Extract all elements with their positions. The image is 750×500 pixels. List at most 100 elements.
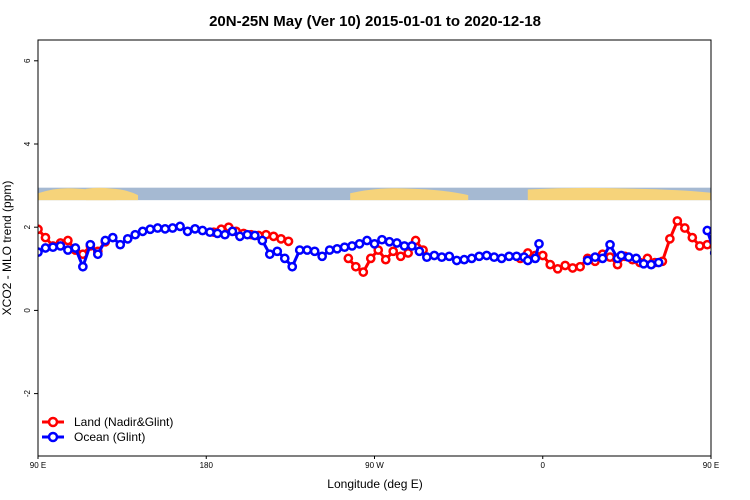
series-ocean-point [294,245,305,255]
series-ocean-point [227,226,238,237]
series-ocean-point [40,243,51,253]
series-ocean-point [63,245,73,255]
x-tick-label: 90 E [703,461,719,470]
series-ocean-point [451,255,462,266]
series-ocean-point [444,251,455,262]
y-tick-label: 6 [23,58,32,63]
series-land-point [403,248,413,258]
series-ocean-point [481,250,492,261]
series-ocean-point [197,225,208,236]
series-land-point [665,233,675,244]
series-ocean-point [362,235,372,246]
x-tick-label: 90 W [365,461,384,470]
series-ocean-point [107,232,118,243]
series-ocean-point [436,252,447,263]
series-ocean-point [115,239,126,250]
series-ocean-point [407,241,417,251]
series-ocean-point [384,236,395,247]
series-ocean-point [78,261,88,272]
series-ocean-point [160,224,170,234]
x-tick-label: 180 [200,461,214,470]
series-land-point [283,236,294,247]
series-ocean-point [530,253,541,264]
series-ocean-point [55,241,66,251]
series-ocean-point [496,253,507,264]
x-tick-label: 90 E [30,461,46,470]
series-ocean-point [414,246,425,257]
series-ocean-point [257,235,268,246]
series-ocean-point [130,229,141,240]
series-ocean-point [250,230,260,241]
series-ocean-point [317,251,328,262]
series-land-point [560,260,571,271]
series-ocean-point [48,242,58,253]
series-ocean-point [145,224,156,235]
series-ocean-point [339,242,350,253]
series-ocean-point [137,226,148,237]
series-ocean-point [332,243,342,254]
series-land-point [365,253,376,264]
series-layer [38,216,750,277]
series-ocean-point [309,246,320,257]
series-land-point [268,231,279,242]
plot-frame [37,39,712,457]
map-land-shape [527,187,711,201]
series-land-point [567,263,578,273]
series-ocean-line [745,227,750,267]
series-ocean-point [235,231,245,242]
series-ocean-point [631,253,642,264]
series-land-point [388,246,399,257]
y-axis-label: XCO2 - MLO trend (ppm) [0,181,14,316]
series-ocean-point [429,250,440,261]
series-ocean-point [264,249,275,260]
legend-land-label: Land (Nadir&Glint) [74,415,173,429]
series-ocean-point [623,252,634,263]
series-land-point [350,261,361,272]
series-land-point [380,254,391,265]
series-ocean-point [324,245,335,255]
series-ocean-point [354,238,365,249]
series-ocean-point [399,241,410,251]
series-land-line [722,247,744,253]
series-ocean-point [616,250,627,261]
series-land-point [741,248,748,255]
series-ocean-point [466,253,477,264]
legend-land-marker [47,416,59,428]
x-tick-label: 0 [541,461,546,470]
series-ocean-point [92,249,103,260]
series-ocean-point [638,258,649,269]
y-tick-label: 2 [23,224,32,229]
series-land-point [694,241,705,251]
series-ocean-point [70,243,81,253]
series-ocean-point [100,235,111,246]
series-ocean-point [719,244,726,251]
series-ocean-point [377,234,387,245]
series-ocean-point [220,229,230,240]
series-ocean-point [392,238,402,248]
x-axis-label: Longitude (deg E) [327,477,422,491]
series-ocean-point [85,239,96,250]
series-land-point [343,253,354,264]
series-ocean-point [605,239,615,250]
series-land-point [358,267,369,277]
series-ocean-point [212,228,223,239]
series-land-point [672,216,683,226]
series-ocean-point [175,221,185,232]
series-ocean-point [369,238,380,249]
series-land-point [545,259,556,270]
series-land-point [709,237,711,244]
series-ocean-point [474,251,485,262]
series-ocean [38,221,750,272]
series-ocean-point [597,253,608,264]
series-ocean-point [590,252,600,263]
series-ocean-point [190,224,200,234]
series-land-point [679,223,690,233]
series-ocean-point [122,233,133,244]
series-ocean-point [489,252,499,263]
y-tick-label: -2 [23,389,32,397]
series-land-point [734,245,741,252]
chart-title: 20N-25N May (Ver 10) 2015-01-01 to 2020-… [209,13,541,30]
y-tick-label: 0 [23,308,32,313]
series-ocean-point [646,259,657,270]
